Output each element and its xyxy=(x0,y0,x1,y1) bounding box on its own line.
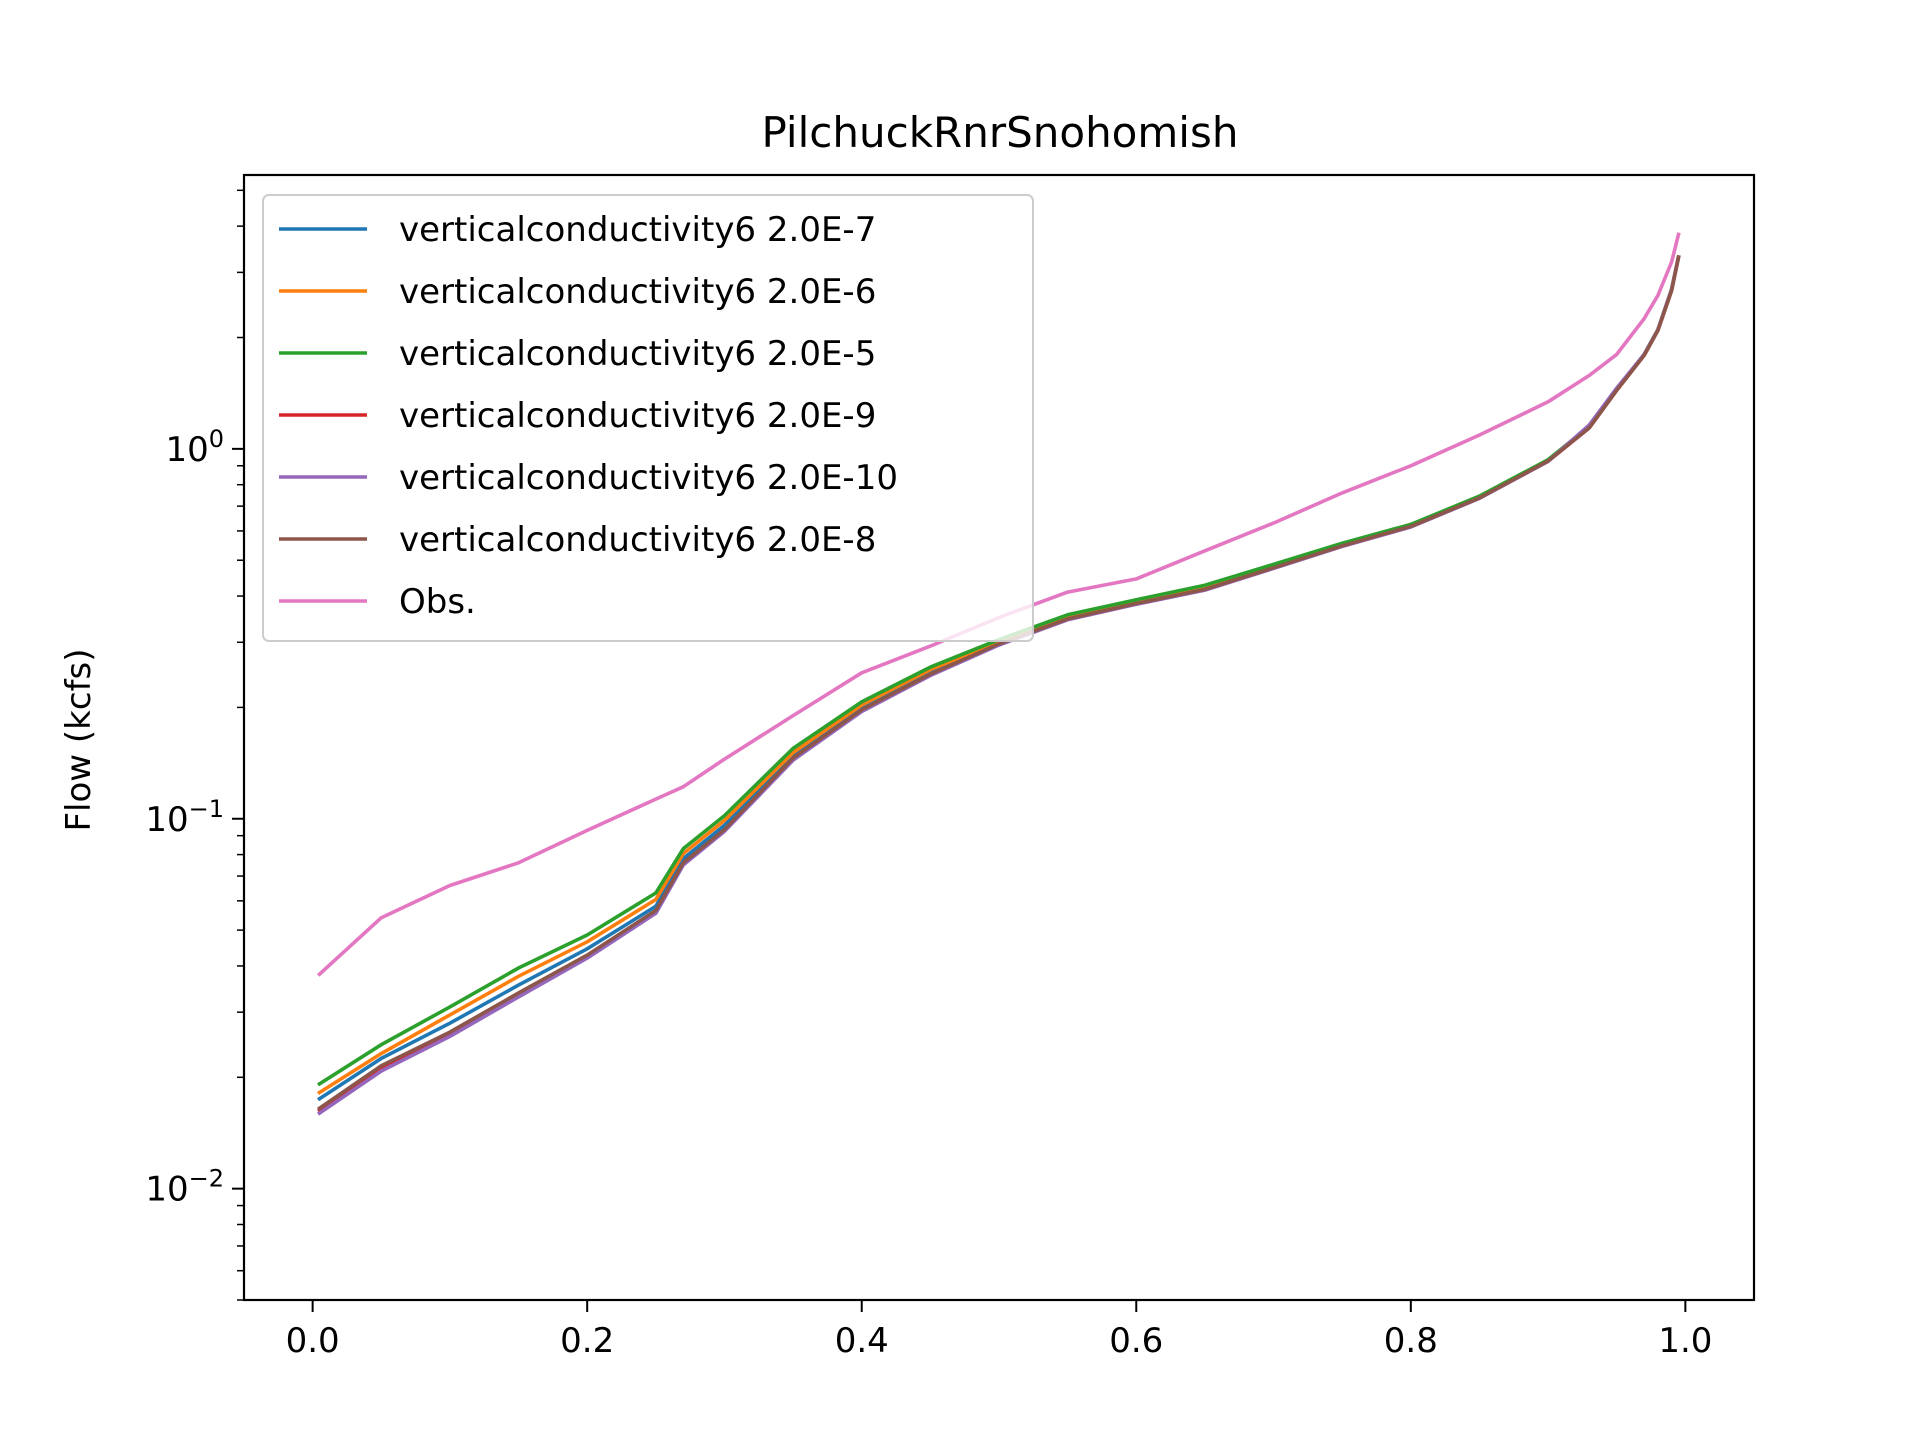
series-layer xyxy=(316,232,1681,1116)
x-tick-label: 1.0 xyxy=(1658,1321,1712,1361)
y-tick-label: 10−2 xyxy=(145,1165,224,1210)
x-tick-label: 0.8 xyxy=(1384,1321,1438,1361)
y-axis-ticks: 10−2 10−1 100 xyxy=(145,189,244,1301)
legend-box xyxy=(262,194,1034,642)
x-tick-label: 0.6 xyxy=(1109,1321,1163,1361)
x-tick-label: 0.2 xyxy=(560,1321,614,1361)
legend-label: Obs. xyxy=(399,582,476,622)
series-line-7 xyxy=(316,232,1681,977)
y-axis-label: Flow (kcfs) xyxy=(59,648,99,831)
axes-frame xyxy=(242,173,1756,1302)
series-line-6 xyxy=(316,254,1681,1111)
legend-label: verticalconductivity6 2.0E-7 xyxy=(399,210,876,250)
legend: verticalconductivity6 2.0E-7 verticalcond… xyxy=(262,194,1034,642)
legend-label: verticalconductivity6 2.0E-6 xyxy=(399,272,876,312)
legend-label: verticalconductivity6 2.0E-5 xyxy=(399,334,876,374)
chart-title: PilchuckRnrSnohomish xyxy=(762,108,1239,157)
x-axis-ticks: 0.0 0.2 0.4 0.6 0.8 1.0 xyxy=(286,1300,1712,1361)
legend-label: verticalconductivity6 2.0E-9 xyxy=(399,396,876,436)
y-tick-label: 100 xyxy=(165,425,224,470)
plot-area xyxy=(242,173,1756,1302)
x-tick-label: 0.0 xyxy=(286,1321,340,1361)
legend-label: verticalconductivity6 2.0E-8 xyxy=(399,520,876,560)
legend-label: verticalconductivity6 2.0E-10 xyxy=(399,458,898,498)
y-tick-label: 10−1 xyxy=(145,795,224,840)
x-tick-label: 0.4 xyxy=(835,1321,889,1361)
